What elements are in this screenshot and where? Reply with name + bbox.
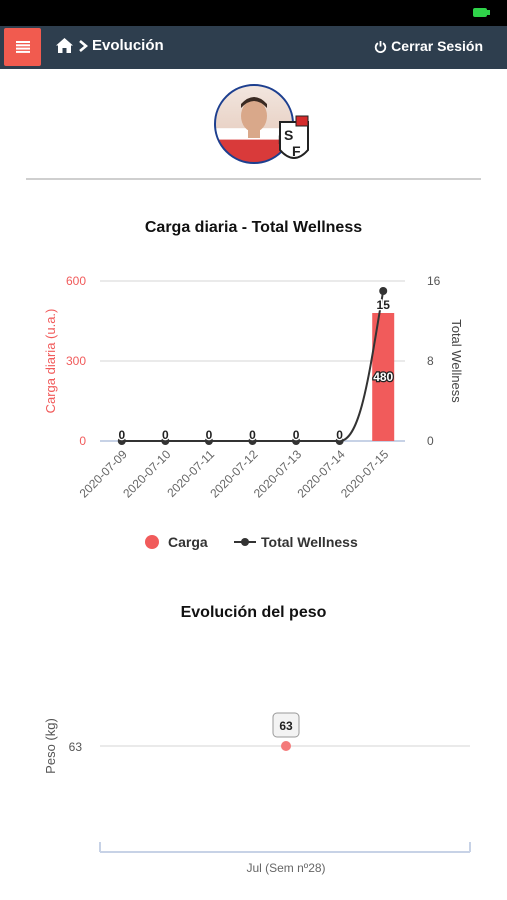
legend-carga-marker	[145, 535, 159, 549]
wellness-point	[117, 437, 126, 445]
right-axis-title: Total Wellness	[449, 319, 464, 403]
battery-tip	[487, 10, 490, 15]
left-tick-label: 600	[66, 274, 86, 288]
chevron-right-icon	[79, 39, 88, 52]
wellness-chart-title: Carga diaria - Total Wellness	[144, 219, 363, 236]
battery-icon	[473, 8, 487, 17]
left-tick-label: 300	[66, 354, 86, 368]
data-point	[281, 741, 291, 751]
x-tick-label: Jul (Sem nº28)	[246, 861, 325, 875]
left-axis-title: Carga diaria (u.a.)	[43, 309, 58, 414]
status-bar	[0, 0, 507, 26]
wellness-line	[121, 290, 385, 442]
legend-wellness-label: Total Wellness	[261, 534, 358, 550]
hamburger-icon	[15, 41, 30, 53]
logout-button[interactable]: Cerrar Sesión	[374, 38, 483, 54]
divider	[26, 178, 481, 180]
y-tick-label: 63	[69, 740, 83, 754]
logout-label: Cerrar Sesión	[391, 38, 483, 54]
power-icon	[374, 40, 387, 53]
legend-wellness-marker	[241, 538, 249, 546]
line-data-label: 15	[377, 298, 391, 312]
right-tick-label: 8	[427, 354, 434, 368]
menu-button[interactable]	[4, 28, 41, 66]
chart-legend: Carga Total Wellness	[145, 534, 358, 550]
breadcrumb: Evolución	[55, 37, 164, 54]
wellness-point	[161, 437, 170, 445]
svg-text:I: I	[278, 133, 281, 147]
club-logo: S F I	[278, 115, 309, 159]
bar-data-label: 480	[373, 370, 393, 384]
line-data-label: 0	[293, 428, 300, 442]
legend-carga-label: Carga	[168, 534, 208, 550]
line-data-label: 0	[336, 428, 343, 442]
wellness-chart: 0 300 600 0 8 16 Carga diaria (u.a.) Total Well…	[43, 274, 464, 550]
left-tick-label: 0	[79, 434, 86, 448]
page-title: Evolución	[92, 37, 164, 54]
wellness-point	[335, 437, 344, 445]
bar	[372, 313, 395, 441]
line-data-label: 0	[118, 428, 125, 442]
svg-text:F: F	[292, 143, 301, 159]
line-data-label: 0	[249, 428, 256, 442]
line-data-label: 0	[162, 428, 169, 442]
right-tick-label: 16	[427, 274, 441, 288]
wellness-point	[248, 437, 257, 445]
y-axis-title: Peso (kg)	[43, 718, 58, 774]
weight-chart: 63 Peso (kg) 63 Jul (Sem nº28)	[43, 712, 471, 875]
right-tick-label: 0	[427, 434, 434, 448]
wellness-point	[292, 437, 301, 445]
x-tick-label: 2020-07-15	[338, 447, 392, 501]
svg-text:S: S	[284, 127, 293, 143]
data-label: 63	[279, 719, 293, 733]
weight-chart-title: Evolución del peso	[180, 604, 327, 621]
home-icon[interactable]	[55, 37, 74, 54]
line-data-label: 0	[206, 428, 213, 442]
profile-header: S F I	[214, 84, 310, 166]
data-label-box	[272, 712, 300, 738]
wellness-point	[379, 287, 388, 295]
top-navbar: Evolución Cerrar Sesión	[0, 26, 507, 69]
wellness-point	[204, 437, 213, 445]
player-photo	[241, 97, 267, 138]
